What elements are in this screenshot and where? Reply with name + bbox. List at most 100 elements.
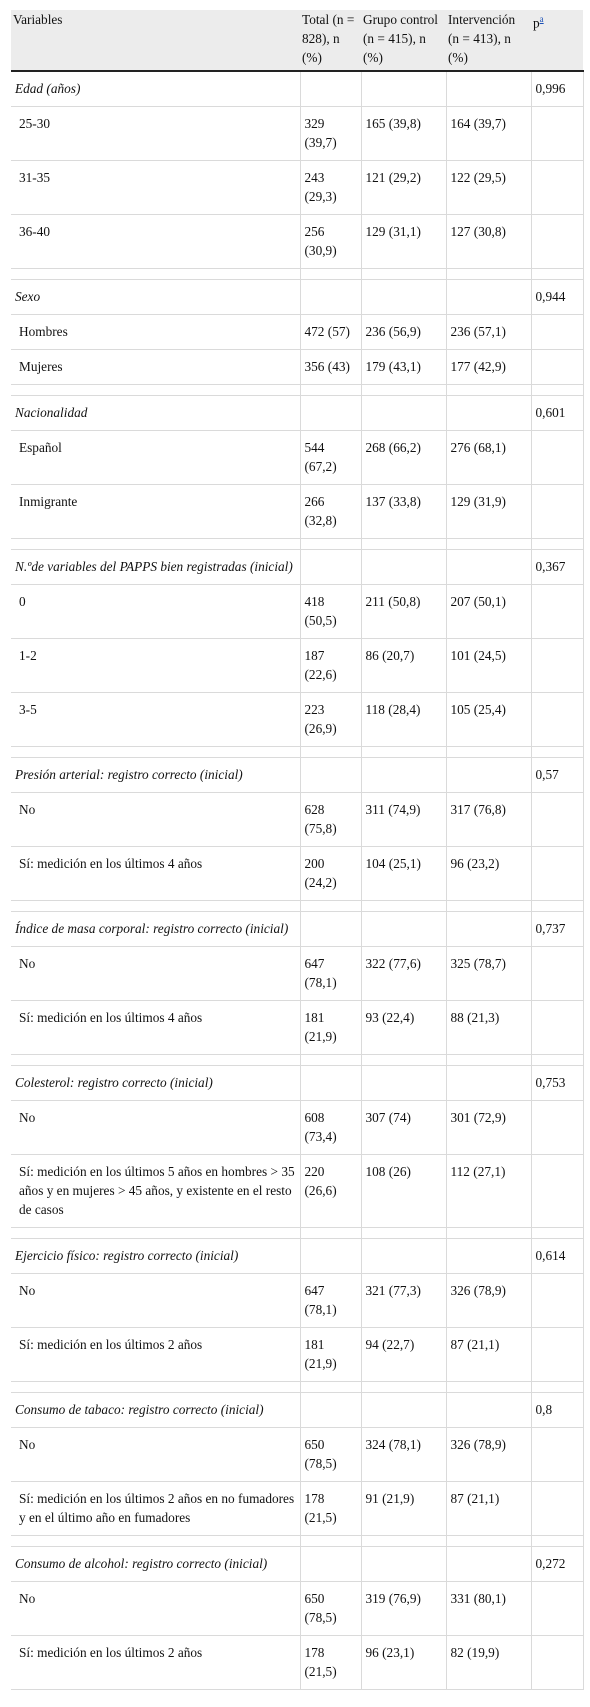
total-value: 187 (22,6): [300, 638, 362, 693]
empty-cell: [531, 1581, 584, 1636]
footnote-a-link[interactable]: a: [539, 14, 544, 24]
spacer-cell: [300, 384, 362, 396]
row-label: 25-30: [11, 106, 301, 161]
group-p-value: 0,737: [531, 911, 584, 947]
intervention-value: 236 (57,1): [446, 314, 532, 350]
intervention-value: 96 (23,2): [446, 846, 532, 901]
spacer-cell: [300, 1535, 362, 1547]
spacer-cell: [300, 268, 362, 280]
intervention-value: 276 (68,1): [446, 430, 532, 485]
group-p-value: 0,601: [531, 395, 584, 431]
total-value: 181 (21,9): [300, 1327, 362, 1382]
table-row: No 647 (78,1) 322 (77,6) 325 (78,7): [11, 946, 584, 1001]
empty-cell: [446, 71, 532, 107]
empty-cell: [531, 1427, 584, 1482]
intervention-value: 112 (27,1): [446, 1154, 532, 1228]
empty-cell: [446, 279, 532, 315]
empty-cell: [531, 692, 584, 747]
spacer-cell: [446, 1381, 532, 1393]
empty-cell: [446, 1546, 532, 1582]
control-value: 179 (43,1): [361, 349, 447, 385]
empty-cell: [361, 757, 447, 793]
intervention-value: 325 (78,7): [446, 946, 532, 1001]
intervention-value: 127 (30,8): [446, 214, 532, 269]
group-p-value: 0,367: [531, 549, 584, 585]
empty-cell: [446, 1392, 532, 1428]
spacer-cell: [11, 384, 301, 396]
empty-cell: [361, 1392, 447, 1428]
group-label: Presión arterial: registro correcto (ini…: [11, 757, 301, 793]
empty-cell: [531, 846, 584, 901]
row-label: Sí: medición en los últimos 2 años en no…: [11, 1481, 301, 1536]
empty-cell: [531, 314, 584, 350]
spacer-cell: [11, 1535, 301, 1547]
group-header-row: Consumo de tabaco: registro correcto (in…: [11, 1392, 584, 1428]
empty-cell: [300, 395, 362, 431]
group-header-row: Sexo 0,944: [11, 279, 584, 315]
empty-cell: [300, 757, 362, 793]
spacer-cell: [531, 1535, 584, 1547]
table-row: 36-40 256 (30,9) 129 (31,1) 127 (30,8): [11, 214, 584, 269]
control-value: 96 (23,1): [361, 1635, 447, 1690]
empty-cell: [531, 638, 584, 693]
intervention-value: 101 (24,5): [446, 638, 532, 693]
control-value: 94 (22,7): [361, 1327, 447, 1382]
table-row: Inmigrante 266 (32,8) 137 (33,8) 129 (31,9): [11, 484, 584, 539]
total-value: 650 (78,5): [300, 1581, 362, 1636]
group-header-row: Edad (años) 0,996: [11, 71, 584, 107]
table-row: Sí: medición en los últimos 2 años en no…: [11, 1481, 584, 1536]
spacer-cell: [361, 268, 447, 280]
group-spacer-row: [11, 538, 584, 550]
table-row: Sí: medición en los últimos 4 años 181 (2…: [11, 1000, 584, 1055]
table-row: Mujeres 356 (43) 179 (43,1) 177 (42,9): [11, 349, 584, 385]
spacer-cell: [361, 538, 447, 550]
row-label: Inmigrante: [11, 484, 301, 539]
header-p-label: p: [533, 15, 540, 31]
spacer-cell: [446, 1054, 532, 1066]
control-value: 236 (56,9): [361, 314, 447, 350]
group-label: Ejercicio físico: registro correcto (ini…: [11, 1238, 301, 1274]
spacer-cell: [361, 746, 447, 758]
empty-cell: [531, 1635, 584, 1690]
empty-cell: [300, 1392, 362, 1428]
table-row: Sí: medición en los últimos 2 años 178 (2…: [11, 1635, 584, 1690]
group-spacer-row: [11, 900, 584, 912]
row-label: No: [11, 1100, 301, 1155]
spacer-cell: [300, 1227, 362, 1239]
total-value: 647 (78,1): [300, 946, 362, 1001]
row-label: Español: [11, 430, 301, 485]
empty-cell: [300, 549, 362, 585]
intervention-value: 87 (21,1): [446, 1327, 532, 1382]
empty-cell: [446, 1238, 532, 1274]
table-row: No 650 (78,5) 319 (76,9) 331 (80,1): [11, 1581, 584, 1636]
spacer-cell: [446, 1535, 532, 1547]
group-header-row: Consumo de alcohol: registro correcto (i…: [11, 1546, 584, 1582]
group-label: Consumo de alcohol: registro correcto (i…: [11, 1546, 301, 1582]
spacer-cell: [361, 384, 447, 396]
intervention-value: 207 (50,1): [446, 584, 532, 639]
group-p-value: 0,8: [531, 1392, 584, 1428]
spacer-cell: [531, 746, 584, 758]
spacer-cell: [531, 268, 584, 280]
group-header-row: Índice de masa corporal: registro correc…: [11, 911, 584, 947]
table-row: Sí: medición en los últimos 4 años 200 (2…: [11, 846, 584, 901]
spacer-cell: [11, 900, 301, 912]
table-header-row: Variables Total (n = 828), n (%) Grupo c…: [11, 10, 583, 72]
group-label: Sexo: [11, 279, 301, 315]
group-header-row: Colesterol: registro correcto (inicial) 0…: [11, 1065, 584, 1101]
control-value: 121 (29,2): [361, 160, 447, 215]
spacer-cell: [446, 538, 532, 550]
empty-cell: [300, 1546, 362, 1582]
group-header-row: Presión arterial: registro correcto (ini…: [11, 757, 584, 793]
table-row: Sí: medición en los últimos 5 años en ho…: [11, 1154, 584, 1228]
row-label: Sí: medición en los últimos 2 años: [11, 1327, 301, 1382]
table-row: 1-2 187 (22,6) 86 (20,7) 101 (24,5): [11, 638, 584, 693]
group-p-value: 0,614: [531, 1238, 584, 1274]
empty-cell: [361, 1238, 447, 1274]
total-value: 220 (26,6): [300, 1154, 362, 1228]
empty-cell: [531, 1327, 584, 1382]
total-value: 608 (73,4): [300, 1100, 362, 1155]
intervention-value: 177 (42,9): [446, 349, 532, 385]
control-value: 91 (21,9): [361, 1481, 447, 1536]
